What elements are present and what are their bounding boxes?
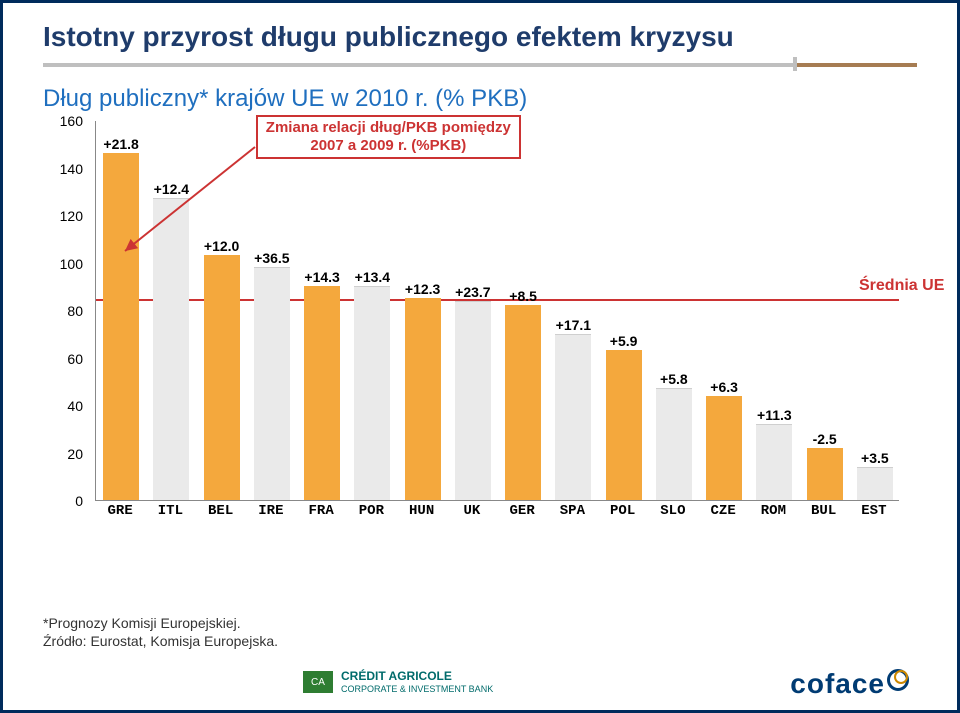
chart-area: 020406080100120140160 +21.8+12.4+12.0+36… bbox=[47, 121, 907, 541]
rule-accent bbox=[797, 63, 917, 67]
y-tick-label: 120 bbox=[47, 208, 83, 224]
value-label: +11.3 bbox=[757, 407, 792, 423]
x-tick-label: HUN bbox=[409, 503, 434, 519]
value-label: +5.9 bbox=[610, 333, 638, 349]
bar bbox=[656, 388, 692, 500]
value-label: +23.7 bbox=[455, 284, 490, 300]
logo-row: CA CRÉDIT AGRICOLE CORPORATE & INVESTMEN… bbox=[3, 660, 957, 704]
bar bbox=[505, 305, 541, 500]
value-label: -2.5 bbox=[813, 431, 837, 447]
chart-subtitle: Dług publiczny* krajów UE w 2010 r. (% P… bbox=[43, 85, 917, 113]
value-label: +5.8 bbox=[660, 371, 688, 387]
value-label: +6.3 bbox=[710, 379, 738, 395]
bar bbox=[103, 153, 139, 500]
x-tick-label: FRA bbox=[309, 503, 334, 519]
bar bbox=[304, 286, 340, 500]
y-tick-label: 0 bbox=[47, 493, 83, 509]
value-label: +14.3 bbox=[304, 269, 339, 285]
x-tick-label: GRE bbox=[108, 503, 133, 519]
bar bbox=[455, 301, 491, 501]
credit-agricole-logo: CA CRÉDIT AGRICOLE CORPORATE & INVESTMEN… bbox=[303, 670, 493, 694]
bar bbox=[756, 424, 792, 500]
value-label: +36.5 bbox=[254, 250, 289, 266]
coface-logo: coface bbox=[790, 668, 909, 700]
x-tick-label: POR bbox=[359, 503, 384, 519]
value-label: +8.5 bbox=[509, 288, 537, 304]
y-tick-label: 140 bbox=[47, 161, 83, 177]
x-tick-label: GER bbox=[510, 503, 535, 519]
y-tick-label: 20 bbox=[47, 446, 83, 462]
x-tick-label: ITL bbox=[158, 503, 183, 519]
bar bbox=[204, 255, 240, 500]
value-label: +13.4 bbox=[355, 269, 390, 285]
value-label: +17.1 bbox=[556, 317, 591, 333]
y-tick-label: 80 bbox=[47, 303, 83, 319]
bar bbox=[354, 286, 390, 500]
bars-layer: +21.8 +12.4 +12.0 +36.5 +14.3 +13.4 +12.3 +23.7… bbox=[96, 121, 899, 500]
value-label: +3.5 bbox=[861, 450, 889, 466]
ca-text: CRÉDIT AGRICOLE CORPORATE & INVESTMENT B… bbox=[341, 670, 493, 694]
y-axis: 020406080100120140160 bbox=[47, 121, 87, 501]
bar bbox=[153, 198, 189, 500]
x-tick-label: SLO bbox=[660, 503, 685, 519]
x-tick-label: CZE bbox=[711, 503, 736, 519]
x-tick-label: EST bbox=[861, 503, 886, 519]
bar bbox=[555, 334, 591, 500]
x-tick-label: IRE bbox=[258, 503, 283, 519]
x-tick-label: ROM bbox=[761, 503, 786, 519]
footer-line2: Źródło: Eurostat, Komisja Europejska. bbox=[43, 633, 278, 649]
y-tick-label: 100 bbox=[47, 256, 83, 272]
page-frame: Istotny przyrost długu publicznego efekt… bbox=[0, 0, 960, 713]
bar bbox=[606, 350, 642, 500]
value-label: +12.4 bbox=[154, 181, 189, 197]
bar bbox=[254, 267, 290, 500]
rule-tick bbox=[793, 57, 797, 71]
ca-icon: CA bbox=[303, 671, 333, 693]
bar bbox=[857, 467, 893, 500]
footer-line1: *Prognozy Komisji Europejskiej. bbox=[43, 615, 241, 631]
annotation-box: Zmiana relacji dług/PKB pomiędzy 2007 a … bbox=[256, 115, 521, 159]
bar bbox=[405, 298, 441, 500]
x-tick-label: POL bbox=[610, 503, 635, 519]
plot-region: +21.8 +12.4 +12.0 +36.5 +14.3 +13.4 +12.3 +23.7… bbox=[95, 121, 899, 501]
title-rule bbox=[43, 63, 917, 71]
footer-notes: *Prognozy Komisji Europejskiej. Źródło: … bbox=[43, 614, 278, 650]
bar bbox=[706, 396, 742, 501]
y-tick-label: 160 bbox=[47, 113, 83, 129]
annotation-line2: 2007 a 2009 r. (%PKB) bbox=[310, 137, 466, 154]
annotation-line1: Zmiana relacji dług/PKB pomiędzy bbox=[266, 119, 511, 136]
average-label: Średnia UE bbox=[859, 277, 944, 295]
page-title: Istotny przyrost długu publicznego efekt… bbox=[43, 21, 917, 53]
coface-icon bbox=[887, 669, 909, 691]
x-tick-label: SPA bbox=[560, 503, 585, 519]
y-tick-label: 60 bbox=[47, 351, 83, 367]
x-tick-label: UK bbox=[463, 503, 480, 519]
bar bbox=[807, 448, 843, 500]
x-tick-label: BUL bbox=[811, 503, 836, 519]
x-tick-label: BEL bbox=[208, 503, 233, 519]
value-label: +21.8 bbox=[103, 136, 138, 152]
value-label: +12.3 bbox=[405, 281, 440, 297]
y-tick-label: 40 bbox=[47, 398, 83, 414]
value-label: +12.0 bbox=[204, 238, 239, 254]
rule-grey bbox=[43, 63, 917, 67]
